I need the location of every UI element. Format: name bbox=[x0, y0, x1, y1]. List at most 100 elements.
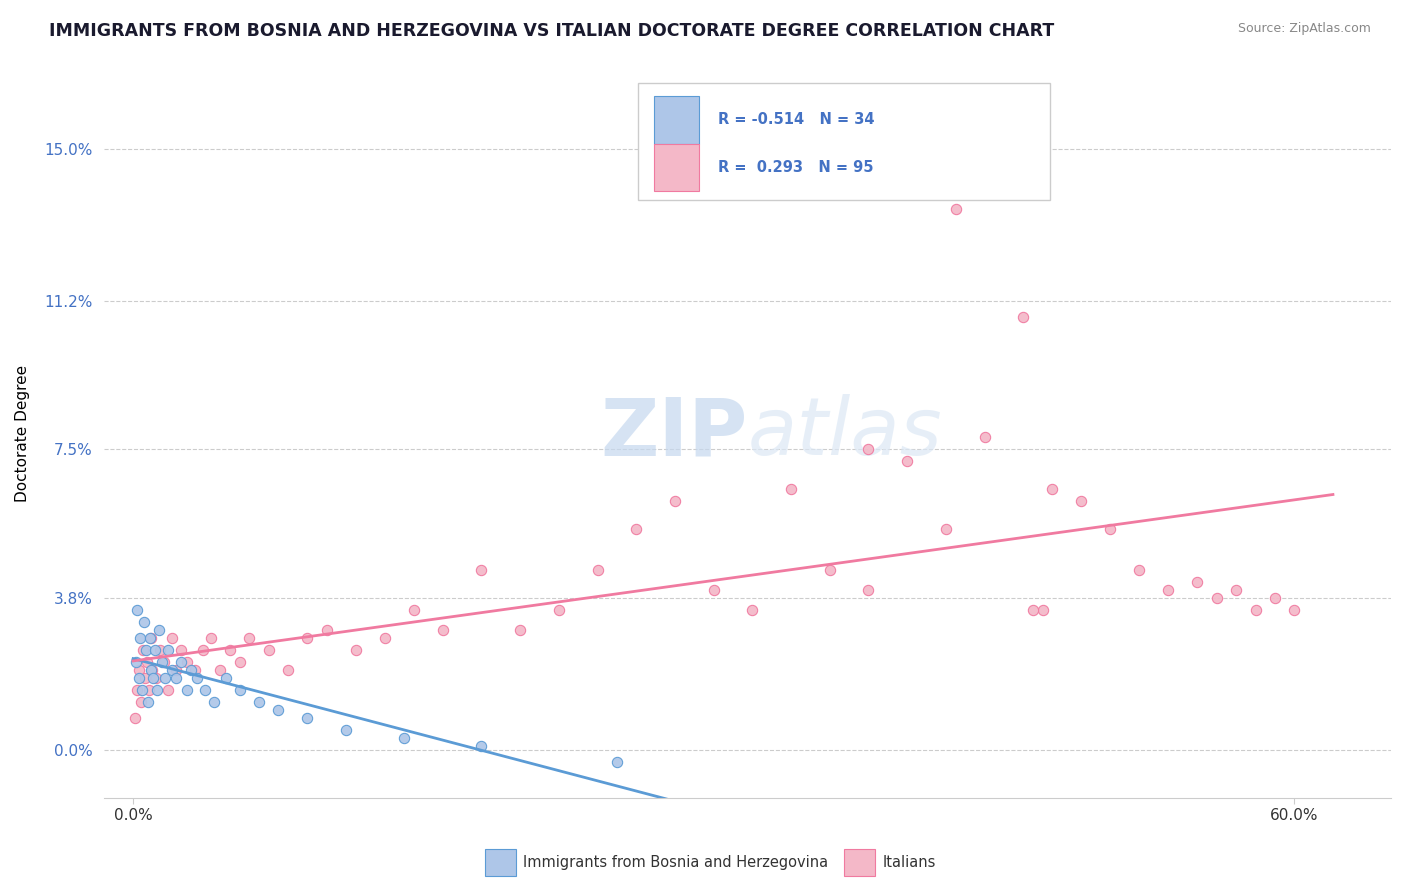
Point bbox=[1032, 602, 1054, 616]
Point bbox=[267, 703, 290, 717]
Point bbox=[973, 430, 995, 444]
Point bbox=[125, 655, 148, 669]
Point bbox=[780, 483, 803, 497]
Point bbox=[148, 623, 170, 637]
Point bbox=[128, 663, 150, 677]
Point bbox=[703, 582, 725, 597]
Point bbox=[1012, 310, 1035, 324]
Point bbox=[202, 695, 225, 709]
Point bbox=[432, 623, 454, 637]
Point bbox=[257, 642, 280, 657]
Point bbox=[297, 631, 319, 645]
Point bbox=[142, 671, 165, 685]
Point bbox=[153, 671, 176, 685]
Point bbox=[215, 671, 238, 685]
Point bbox=[228, 682, 250, 697]
Point bbox=[143, 642, 166, 657]
Point bbox=[156, 642, 179, 657]
Text: Italians: Italians bbox=[883, 855, 936, 870]
Point bbox=[1225, 582, 1247, 597]
Point bbox=[1264, 591, 1286, 605]
Point bbox=[228, 655, 250, 669]
Point bbox=[132, 642, 155, 657]
Point bbox=[135, 655, 157, 669]
Point bbox=[146, 682, 169, 697]
Text: R =  0.293   N = 95: R = 0.293 N = 95 bbox=[718, 160, 873, 175]
Text: ZIP: ZIP bbox=[600, 394, 748, 472]
Point bbox=[176, 682, 198, 697]
Point bbox=[153, 655, 176, 669]
Point bbox=[247, 695, 270, 709]
Point bbox=[238, 631, 260, 645]
Point bbox=[470, 739, 492, 753]
Text: atlas: atlas bbox=[748, 394, 942, 472]
Point bbox=[156, 682, 179, 697]
Y-axis label: Doctorate Degree: Doctorate Degree bbox=[15, 365, 30, 502]
Text: R = -0.514   N = 34: R = -0.514 N = 34 bbox=[718, 112, 875, 128]
Point bbox=[191, 642, 214, 657]
Point bbox=[896, 454, 918, 468]
Point bbox=[170, 655, 193, 669]
Point bbox=[1205, 591, 1227, 605]
Point bbox=[509, 623, 531, 637]
Point bbox=[160, 663, 183, 677]
Point bbox=[134, 671, 156, 685]
Point bbox=[127, 602, 149, 616]
Point bbox=[664, 494, 686, 508]
Point bbox=[858, 442, 880, 457]
Point bbox=[1040, 483, 1063, 497]
Point bbox=[132, 615, 155, 629]
Point bbox=[160, 631, 183, 645]
Point bbox=[128, 671, 150, 685]
Point bbox=[374, 631, 396, 645]
Point bbox=[128, 631, 150, 645]
Point bbox=[818, 563, 841, 577]
Point bbox=[1128, 563, 1150, 577]
Bar bbox=[638, 83, 1050, 200]
Point bbox=[138, 631, 160, 645]
Point bbox=[170, 642, 193, 657]
Point bbox=[1284, 602, 1306, 616]
Point bbox=[1022, 602, 1045, 616]
Point bbox=[139, 631, 162, 645]
Point bbox=[138, 682, 160, 697]
Point bbox=[626, 523, 648, 537]
Point bbox=[402, 602, 425, 616]
Point bbox=[392, 731, 415, 745]
Point bbox=[547, 602, 569, 616]
Point bbox=[194, 682, 217, 697]
Point bbox=[141, 663, 163, 677]
Point bbox=[125, 682, 148, 697]
Point bbox=[131, 682, 153, 697]
Point bbox=[335, 723, 357, 737]
Point bbox=[145, 671, 167, 685]
Point bbox=[741, 602, 763, 616]
Point bbox=[150, 655, 173, 669]
Point bbox=[180, 663, 202, 677]
Point bbox=[149, 642, 172, 657]
Point bbox=[124, 711, 146, 725]
Point bbox=[344, 642, 367, 657]
Text: Immigrants from Bosnia and Herzegovina: Immigrants from Bosnia and Herzegovina bbox=[523, 855, 828, 870]
Bar bbox=[654, 96, 699, 144]
Text: IMMIGRANTS FROM BOSNIA AND HERZEGOVINA VS ITALIAN DOCTORATE DEGREE CORRELATION C: IMMIGRANTS FROM BOSNIA AND HERZEGOVINA V… bbox=[49, 22, 1054, 40]
Point bbox=[586, 563, 609, 577]
Point bbox=[858, 582, 880, 597]
Point bbox=[277, 663, 299, 677]
Text: Source: ZipAtlas.com: Source: ZipAtlas.com bbox=[1237, 22, 1371, 36]
Point bbox=[129, 695, 152, 709]
Point bbox=[297, 711, 319, 725]
Point bbox=[1099, 523, 1122, 537]
Point bbox=[606, 755, 628, 769]
Point bbox=[165, 663, 187, 677]
Point bbox=[315, 623, 337, 637]
Point bbox=[945, 202, 967, 216]
Bar bbox=[654, 144, 699, 191]
Point bbox=[176, 655, 198, 669]
Point bbox=[186, 671, 208, 685]
Point bbox=[209, 663, 232, 677]
Point bbox=[1244, 602, 1267, 616]
Point bbox=[470, 563, 492, 577]
Point bbox=[1187, 574, 1209, 589]
Point bbox=[1070, 494, 1092, 508]
